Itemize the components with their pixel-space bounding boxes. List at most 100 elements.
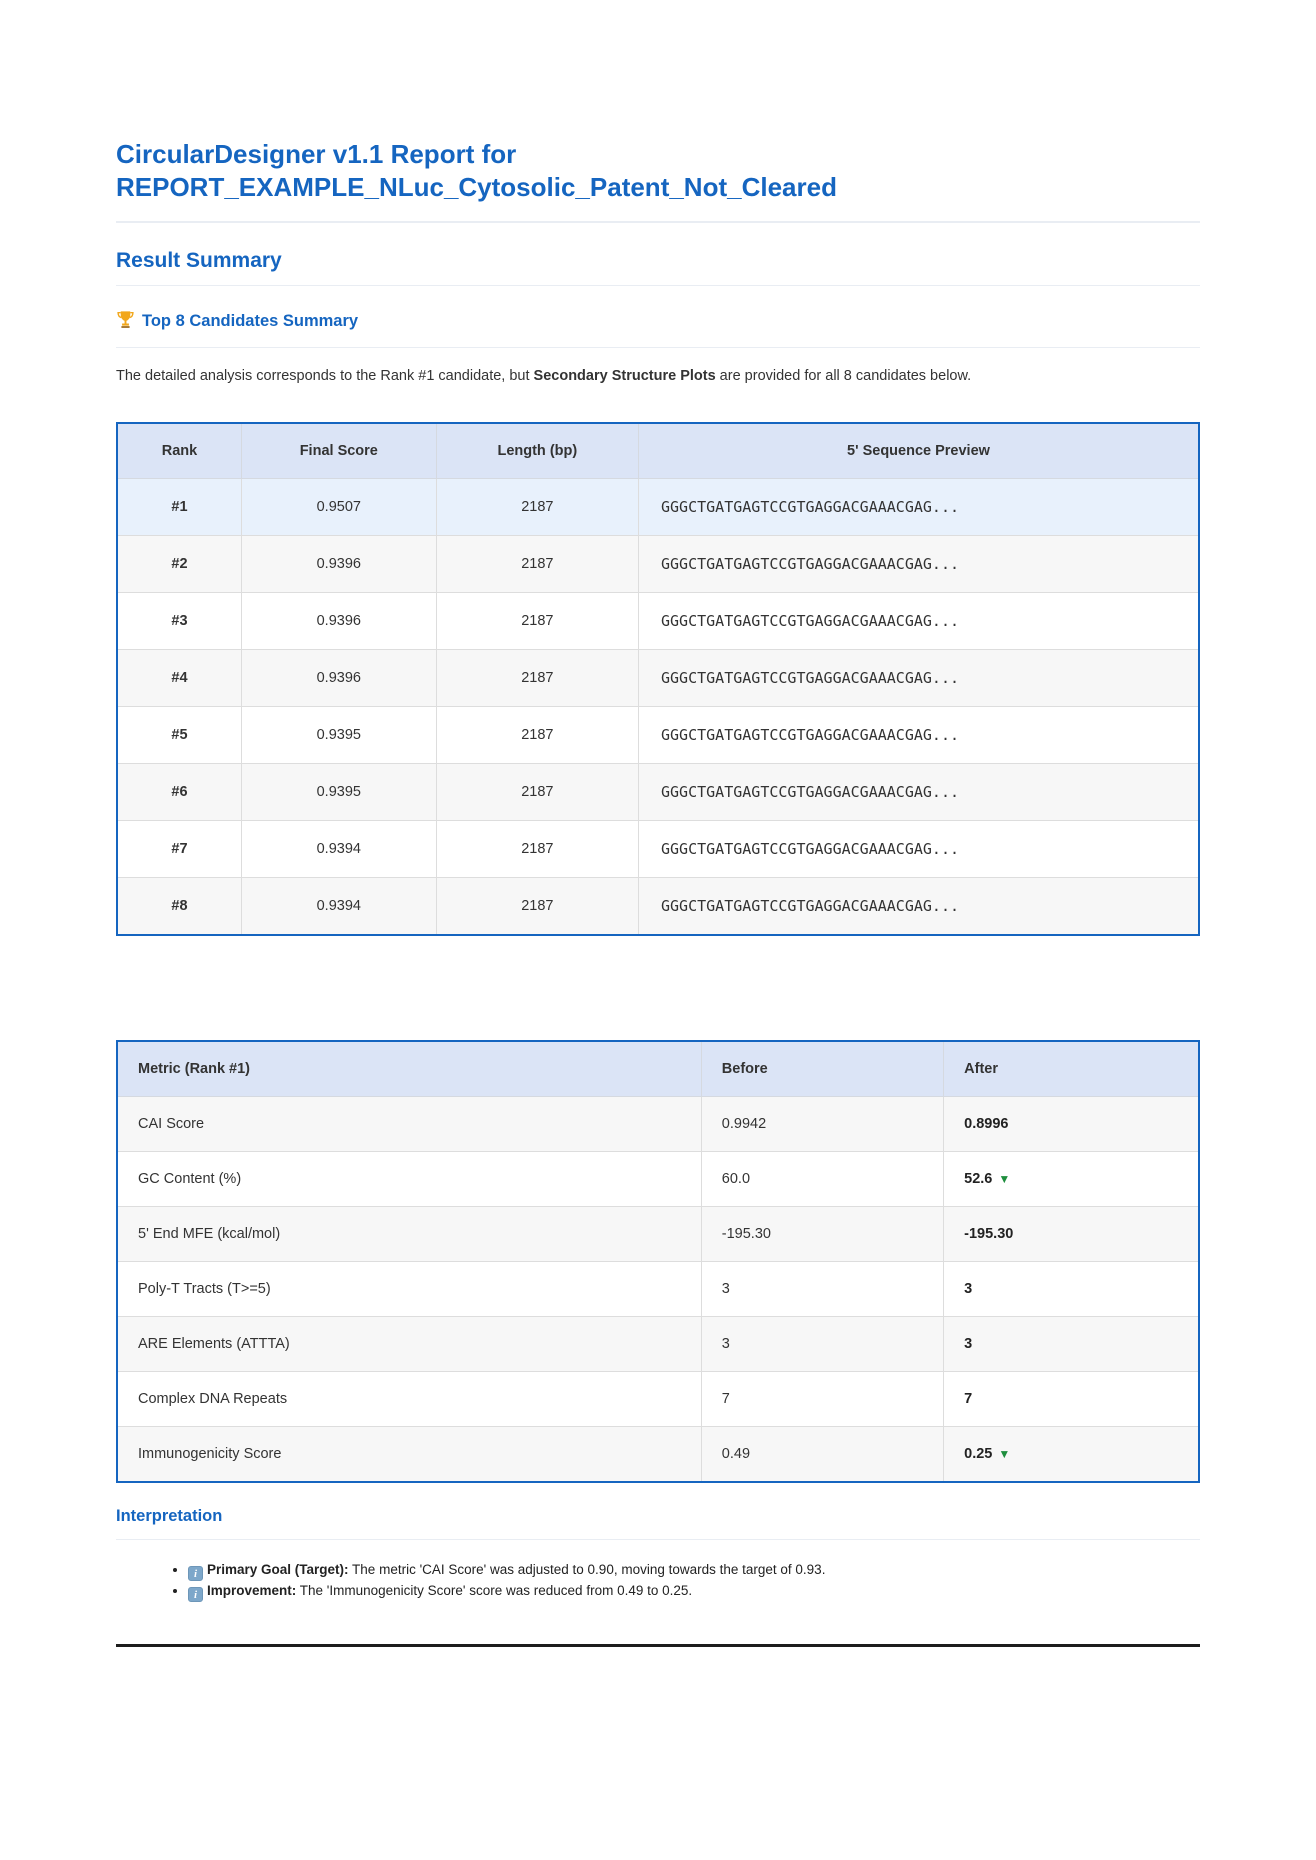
col-header: Metric (Rank #1): [117, 1041, 701, 1097]
metrics-table-header: Metric (Rank #1)BeforeAfter: [117, 1041, 1199, 1097]
col-header: Final Score: [241, 423, 436, 479]
after-cell: 7: [944, 1371, 1199, 1426]
after-cell: 52.6 ▼: [944, 1151, 1199, 1206]
section-result-summary: Result Summary: [116, 249, 1200, 286]
bullet-text: The metric 'CAI Score' was adjusted to 0…: [349, 1562, 826, 1577]
decrease-arrow-icon: ▼: [998, 1172, 1010, 1186]
after-value: 3: [964, 1336, 972, 1352]
candidate-row: #70.93942187GGGCTGATGAGTCCGTGAGGACGAAACG…: [117, 820, 1199, 877]
candidate-row: #10.95072187GGGCTGATGAGTCCGTGAGGACGAAACG…: [117, 478, 1199, 535]
rank-cell: #6: [117, 763, 241, 820]
rank-cell: #2: [117, 535, 241, 592]
page-title-line1: CircularDesigner v1.1 Report for: [116, 139, 516, 169]
rank-cell: #3: [117, 592, 241, 649]
metric-name-cell: Complex DNA Repeats: [117, 1371, 701, 1426]
candidates-table: RankFinal ScoreLength (bp)5' Sequence Pr…: [116, 422, 1200, 936]
trophy-icon: [116, 310, 135, 334]
metric-name-cell: 5' End MFE (kcal/mol): [117, 1206, 701, 1261]
length-cell: 2187: [436, 706, 638, 763]
before-cell: 0.49: [701, 1426, 943, 1482]
metric-row: ARE Elements (ATTTA)33: [117, 1316, 1199, 1371]
metric-row: GC Content (%)60.052.6▼: [117, 1151, 1199, 1206]
section-interpretation: Interpretation: [116, 1507, 1200, 1540]
rank-cell: #8: [117, 877, 241, 935]
interpretation-item: i Primary Goal (Target): The metric 'CAI …: [188, 1560, 1200, 1581]
score-cell: 0.9394: [241, 877, 436, 935]
bullet-text: The 'Immunogenicity Score' score was red…: [296, 1583, 692, 1598]
section-top8-label: Top 8 Candidates Summary: [142, 312, 358, 330]
after-cell: 3: [944, 1261, 1199, 1316]
candidate-row: #30.93962187GGGCTGATGAGTCCGTGAGGACGAAACG…: [117, 592, 1199, 649]
intro-paragraph: The detailed analysis corresponds to the…: [116, 368, 1200, 384]
info-icon: i: [188, 1587, 203, 1602]
sequence-cell: GGGCTGATGAGTCCGTGAGGACGAAACGAG...: [639, 877, 1200, 935]
before-cell: 0.9942: [701, 1096, 943, 1151]
section-top8-candidates: Top 8 Candidates Summary: [116, 310, 1200, 348]
page-title: CircularDesigner v1.1 Report forREPORT_E…: [116, 138, 1200, 223]
interpretation-item: i Improvement: The 'Immunogenicity Score'…: [188, 1581, 1200, 1602]
after-value: 0.8996: [964, 1116, 1008, 1132]
before-cell: -195.30: [701, 1206, 943, 1261]
info-icon: i: [188, 1566, 203, 1581]
intro-text-2: are provided for all 8 candidates below.: [716, 368, 972, 384]
col-header: 5' Sequence Preview: [639, 423, 1200, 479]
col-header: Length (bp): [436, 423, 638, 479]
metric-name-cell: Immunogenicity Score: [117, 1426, 701, 1482]
after-value: 3: [964, 1281, 972, 1297]
metric-row: Immunogenicity Score0.49 0.25 ▼: [117, 1426, 1199, 1482]
length-cell: 2187: [436, 877, 638, 935]
metric-name-cell: ARE Elements (ATTTA): [117, 1316, 701, 1371]
sequence-cell: GGGCTGATGAGTCCGTGAGGACGAAACGAG...: [639, 763, 1200, 820]
before-cell: 7: [701, 1371, 943, 1426]
after-value: 0.25: [964, 1446, 992, 1462]
after-cell: 3: [944, 1316, 1199, 1371]
rank-cell: #4: [117, 649, 241, 706]
bullet-label: Improvement:: [207, 1583, 296, 1598]
after-value: -195.30: [964, 1226, 1013, 1242]
report-page: CircularDesigner v1.1 Report forREPORT_E…: [116, 0, 1200, 1647]
candidate-row: #50.93952187GGGCTGATGAGTCCGTGAGGACGAAACG…: [117, 706, 1199, 763]
score-cell: 0.9395: [241, 763, 436, 820]
page-title-line2: REPORT_EXAMPLE_NLuc_Cytosolic_Patent_Not…: [116, 172, 837, 202]
metric-row: CAI Score0.9942 0.8996: [117, 1096, 1199, 1151]
score-cell: 0.9395: [241, 706, 436, 763]
score-cell: 0.9507: [241, 478, 436, 535]
rank-cell: #7: [117, 820, 241, 877]
length-cell: 2187: [436, 535, 638, 592]
intro-bold-text: Secondary Structure Plots: [534, 368, 716, 384]
interpretation-list: i Primary Goal (Target): The metric 'CAI …: [116, 1560, 1200, 1602]
length-cell: 2187: [436, 478, 638, 535]
metric-name-cell: Poly-T Tracts (T>=5): [117, 1261, 701, 1316]
sequence-cell: GGGCTGATGAGTCCGTGAGGACGAAACGAG...: [639, 535, 1200, 592]
metric-row: 5' End MFE (kcal/mol)-195.30-195.30: [117, 1206, 1199, 1261]
rank-cell: #1: [117, 478, 241, 535]
rank-cell: #5: [117, 706, 241, 763]
after-value: 52.6: [964, 1171, 992, 1187]
intro-text-1: The detailed analysis corresponds to the…: [116, 368, 534, 384]
col-header: Before: [701, 1041, 943, 1097]
before-cell: 3: [701, 1316, 943, 1371]
after-value: 7: [964, 1391, 972, 1407]
bullet-label: Primary Goal (Target):: [207, 1562, 349, 1577]
candidate-row: #20.93962187GGGCTGATGAGTCCGTGAGGACGAAACG…: [117, 535, 1199, 592]
candidates-table-header: RankFinal ScoreLength (bp)5' Sequence Pr…: [117, 423, 1199, 479]
sequence-cell: GGGCTGATGAGTCCGTGAGGACGAAACGAG...: [639, 649, 1200, 706]
candidate-row: #60.93952187GGGCTGATGAGTCCGTGAGGACGAAACG…: [117, 763, 1199, 820]
length-cell: 2187: [436, 592, 638, 649]
before-cell: 60.0: [701, 1151, 943, 1206]
sequence-cell: GGGCTGATGAGTCCGTGAGGACGAAACGAG...: [639, 592, 1200, 649]
col-header: After: [944, 1041, 1199, 1097]
decrease-arrow-icon: ▼: [998, 1447, 1010, 1461]
metrics-table: Metric (Rank #1)BeforeAfter CAI Score0.9…: [116, 1040, 1200, 1483]
score-cell: 0.9396: [241, 592, 436, 649]
metric-name-cell: CAI Score: [117, 1096, 701, 1151]
candidate-row: #40.93962187GGGCTGATGAGTCCGTGAGGACGAAACG…: [117, 649, 1199, 706]
score-cell: 0.9396: [241, 535, 436, 592]
after-cell: 0.8996: [944, 1096, 1199, 1151]
sequence-cell: GGGCTGATGAGTCCGTGAGGACGAAACGAG...: [639, 478, 1200, 535]
after-cell: -195.30: [944, 1206, 1199, 1261]
after-cell: 0.25 ▼: [944, 1426, 1199, 1482]
bottom-divider: [116, 1644, 1200, 1647]
metric-row: Complex DNA Repeats77: [117, 1371, 1199, 1426]
sequence-cell: GGGCTGATGAGTCCGTGAGGACGAAACGAG...: [639, 706, 1200, 763]
